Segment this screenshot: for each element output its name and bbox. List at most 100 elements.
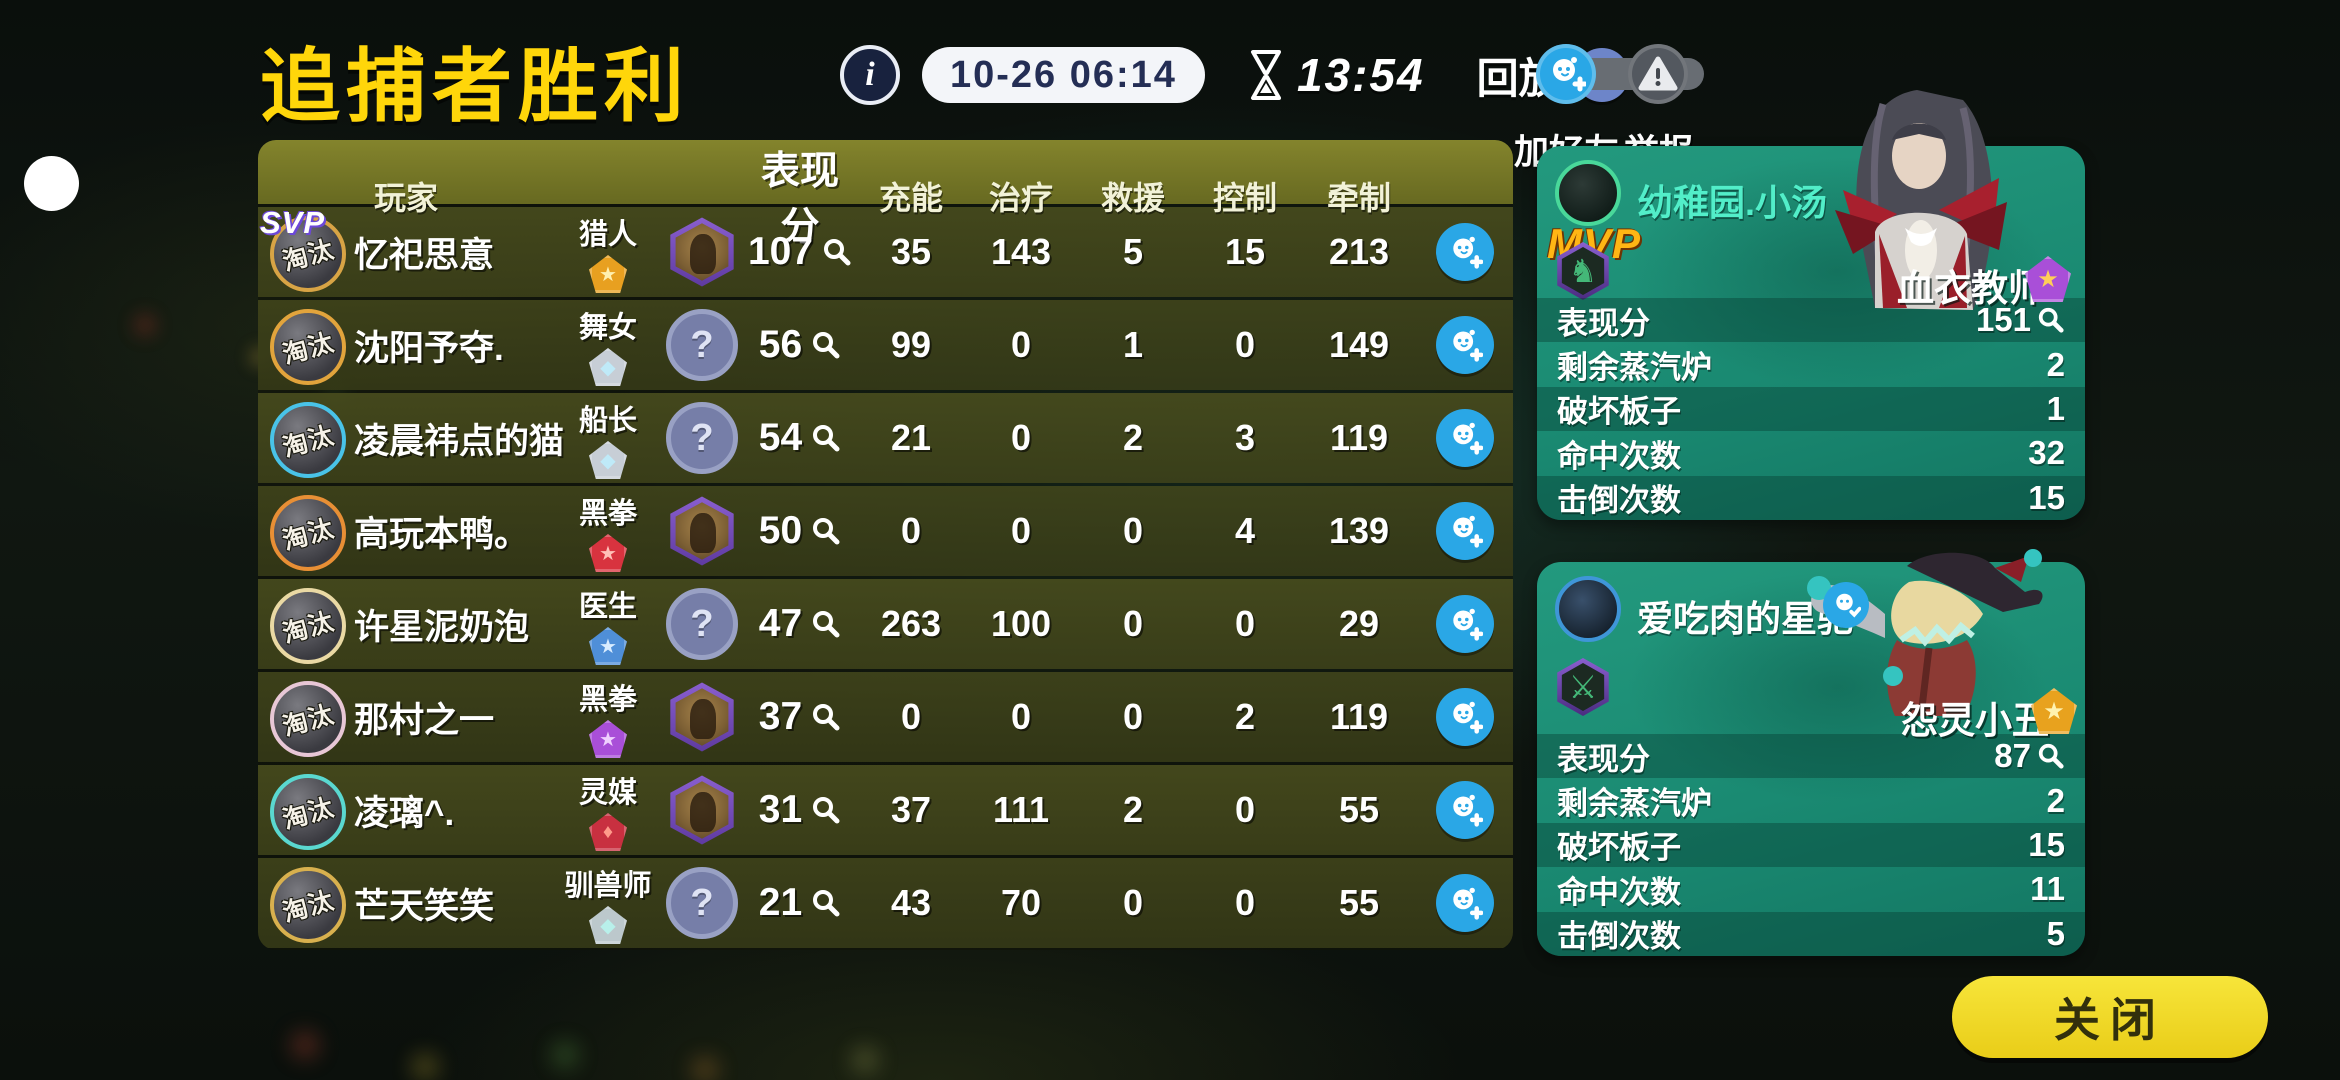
add-friend-button[interactable] [1435,409,1494,467]
avatar-cell: 淘汰 [258,579,354,669]
stat-value: 32 [2028,434,2065,472]
add-friend-button[interactable] [1435,781,1494,839]
character-emblem-icon [666,588,738,660]
stat-value: 87 [1994,737,2031,775]
player-avatar: 淘汰 [270,588,346,664]
kite-value: 139 [1328,510,1390,551]
player-avatar: 淘汰 [270,867,346,943]
player-name: 许星泥奶泡 [354,607,530,647]
role-label: 驯兽师 [564,870,652,902]
add-friend-button[interactable] [1536,44,1596,104]
table-row: 淘汰 凌晨祎点的猫 船长 ◆ 54 21 0 2 3 119 [258,393,1513,483]
character-emblem-icon [670,496,734,566]
rescue-value: 2 [1122,417,1144,458]
player-name: 那村之一 [354,700,495,740]
stat-label: 剩余蒸汽炉 [1557,350,1712,386]
rank-badge-icon: ★ [589,255,627,293]
add-friend-icon [1452,422,1483,455]
info-icon[interactable]: i [840,45,900,105]
add-friend-button[interactable] [1435,502,1494,560]
heal-value: 70 [1000,882,1042,923]
stat-label: 命中次数 [1557,874,1681,910]
add-friend-button[interactable] [1435,316,1494,374]
player-stats-table: 玩家 表现分 充能 治疗 救援 控制 牵制 SVP 淘汰 忆祀思意 猎人 ★ [258,140,1513,950]
add-friend-button[interactable] [1435,874,1494,932]
eliminated-stamp: 淘汰 [279,514,338,556]
hunter2-player-name: 爱吃肉的星驰 [1637,598,1854,639]
emblem-cell [662,867,742,939]
rank-badge-icon: ◆ [589,348,627,386]
emblem-cell [662,216,742,288]
player-avatar: 淘汰 [270,216,346,292]
rank-badge-icon: ◆ [589,441,627,479]
table-row: 淘汰 许星泥奶泡 医生 ★ 47 263 100 0 0 29 [258,579,1513,669]
player-avatar: 淘汰 [270,681,346,757]
role-cell: 黑拳 ★ [554,676,662,758]
heal-value: 0 [1010,417,1032,458]
kite-value: 119 [1329,417,1389,458]
player-name: 忆祀思意 [354,235,495,275]
performance-score: 50 [758,509,803,552]
add-friend-button[interactable] [1435,223,1494,281]
zoom-stat-icon[interactable] [2037,742,2065,770]
zoom-score-icon[interactable] [811,330,841,360]
add-friend-button[interactable] [1435,595,1494,653]
score-cell: 31 [742,788,858,832]
zoom-score-icon[interactable] [811,609,841,639]
zoom-score-icon[interactable] [811,516,841,546]
faction-emblem-icon: ⚔ [1557,658,1609,716]
camera-notch [24,156,79,211]
mvp-player-name: 幼稚园.小汤 [1637,182,1828,223]
column-header-charge: 充能 [878,180,943,216]
row-action-cell [1416,781,1513,839]
close-button[interactable]: 关闭 [1952,976,2268,1058]
hunter2-player-avatar [1555,576,1621,642]
player-avatar: 淘汰 [270,495,346,571]
stat-value: 15 [2028,478,2065,516]
player-name: 高玩本鸭。 [354,514,530,554]
player-name: 沈阳予夺. [354,328,504,368]
control-value: 3 [1234,417,1256,458]
performance-score: 47 [758,602,803,645]
stat-label: 破坏板子 [1557,394,1681,430]
role-cell: 猎人 ★ [554,211,662,293]
rank-badge-icon: ★ [589,627,627,665]
zoom-score-icon[interactable] [811,423,841,453]
add-friend-button[interactable] [1435,688,1494,746]
match-duration: 13:54 [1296,49,1425,101]
mvp-player-avatar [1555,160,1621,226]
role-cell: 舞女 ◆ [554,304,662,386]
avatar-cell: 淘汰 [258,486,354,576]
stat-value: 2 [2046,781,2065,819]
emblem-cell [662,495,742,567]
score-cell: 107 [742,230,858,274]
stat-label: 表现分 [1557,741,1650,777]
performance-score: 54 [758,416,803,459]
report-button[interactable] [1628,44,1688,104]
stat-label: 击倒次数 [1557,919,1681,955]
row-action-cell [1416,688,1513,746]
stat-label: 命中次数 [1557,438,1681,474]
stat-row: 破坏板子 15 [1537,822,2085,868]
stat-label: 破坏板子 [1557,830,1681,866]
zoom-score-icon[interactable] [822,237,852,267]
rescue-value: 5 [1122,231,1144,272]
player-avatar: 淘汰 [270,309,346,385]
table-row: 淘汰 凌璃^. 灵媒 ♦ 31 37 111 2 0 55 [258,765,1513,855]
zoom-score-icon[interactable] [811,888,841,918]
zoom-score-icon[interactable] [811,795,841,825]
role-label: 船长 [578,405,637,437]
add-friend-button[interactable] [1823,582,1869,628]
charge-value: 99 [890,324,932,365]
control-value: 4 [1234,510,1256,551]
heal-value: 0 [1010,510,1032,551]
zoom-stat-icon[interactable] [2037,306,2065,334]
control-value: 0 [1234,882,1256,923]
add-friend-icon [1452,329,1483,362]
charge-value: 263 [880,603,942,644]
row-action-cell [1416,874,1513,932]
stat-row: 命中次数 11 [1537,867,2085,911]
zoom-score-icon[interactable] [811,702,841,732]
column-header-score: 表现分 [760,150,839,249]
